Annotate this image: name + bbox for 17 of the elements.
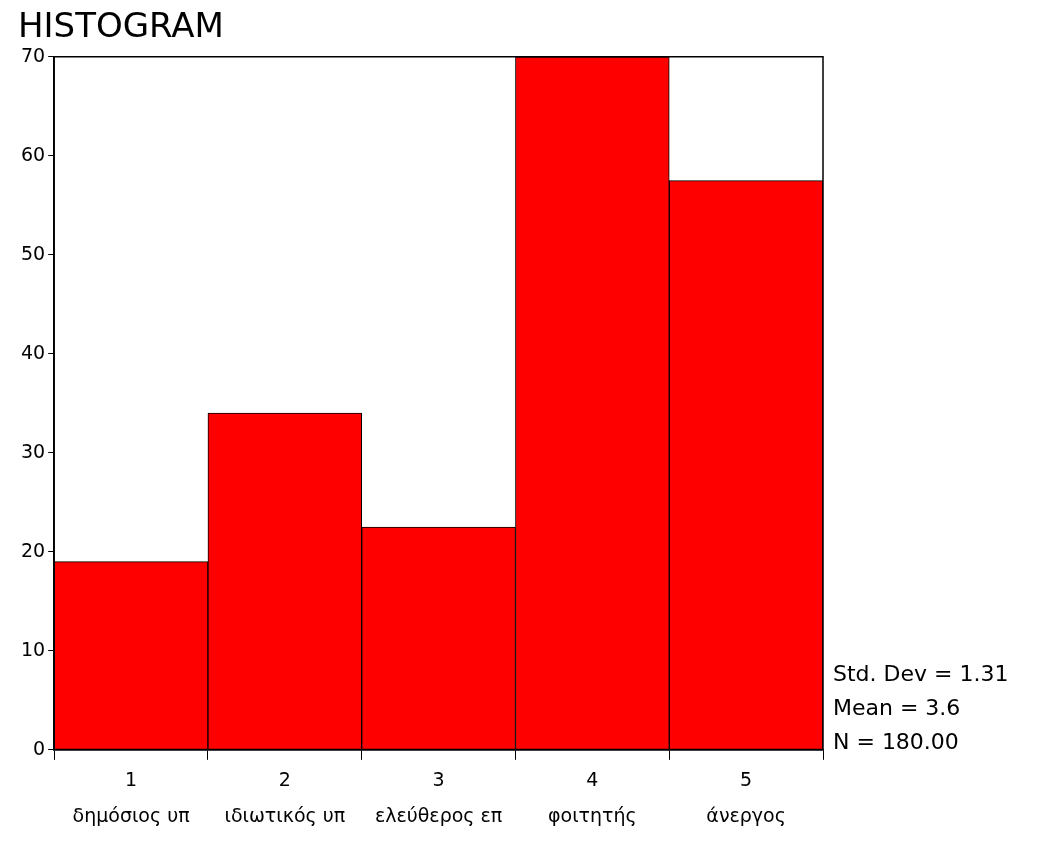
y-tick-label: 20 <box>20 538 46 561</box>
x-tick-label: 1 δημόσιος υπ <box>72 767 190 826</box>
text: Mean = 3.6 <box>833 694 961 720</box>
y-tick-label: 30 <box>20 439 46 462</box>
y-tick-label: 60 <box>20 142 46 165</box>
y-tick-label: 50 <box>20 241 46 264</box>
y-tick-label: 10 <box>20 637 46 660</box>
text: Std. Dev = 1.31 <box>833 660 1009 686</box>
x-tick-label: 3 ελεύθερος επ <box>374 767 503 826</box>
y-tick-label: 40 <box>20 340 46 363</box>
x-tick-label: 2 ιδιωτικός υπ <box>224 767 346 826</box>
y-tick-label: 0 <box>33 736 46 759</box>
chart-title: HISTOGRAM <box>18 5 224 46</box>
x-tick-label: 5 άνεργος <box>706 767 786 826</box>
y-tick-label: 70 <box>20 43 46 66</box>
text: N = 180.00 <box>833 728 959 754</box>
x-tick-label: 4 φοιτητής <box>548 767 637 826</box>
